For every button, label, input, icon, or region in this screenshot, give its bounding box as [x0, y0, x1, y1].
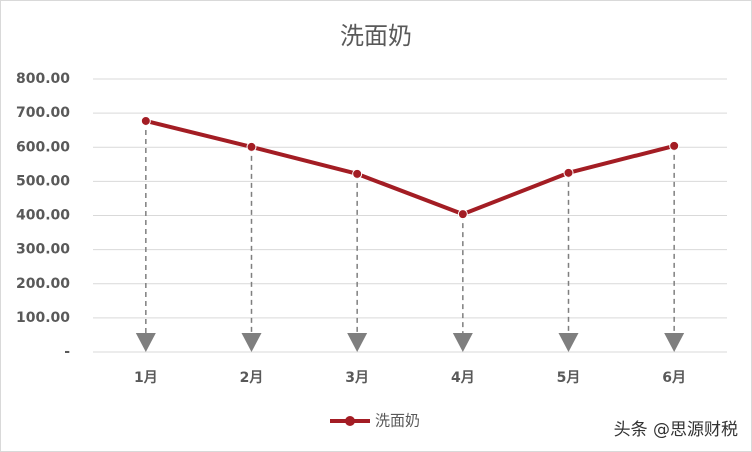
point	[140, 115, 151, 126]
point	[246, 141, 257, 152]
drop-arrow	[452, 333, 473, 352]
x-tick-label: 3月	[345, 370, 369, 386]
drop-arrow	[558, 333, 579, 352]
legend-marker	[345, 416, 355, 426]
point	[457, 209, 468, 220]
y-tick-label: 600.00	[16, 139, 70, 155]
point	[352, 168, 363, 179]
y-tick-label: 800.00	[16, 71, 70, 87]
point	[563, 167, 574, 178]
drop-arrow	[241, 333, 262, 352]
drop-arrow	[664, 333, 685, 352]
chart-title: 洗面奶	[340, 22, 412, 50]
x-tick-label: 5月	[557, 370, 581, 386]
y-tick-label: 700.00	[16, 105, 70, 121]
y-tick-label: 200.00	[16, 276, 70, 292]
drop-arrow	[347, 333, 368, 352]
y-tick-label: 100.00	[16, 310, 70, 326]
y-tick-label: 400.00	[16, 208, 70, 224]
series-line	[145, 119, 675, 217]
watermark: 头条 @思源财税	[614, 420, 738, 440]
y-tick-label: 500.00	[16, 173, 70, 189]
drop-arrow	[135, 333, 156, 352]
y-tick-label: 300.00	[16, 242, 70, 258]
y-tick-label: -	[64, 344, 70, 360]
x-tick-label: 2月	[240, 370, 264, 386]
point	[669, 140, 680, 151]
x-tick-label: 4月	[451, 370, 475, 386]
x-tick-label: 6月	[662, 370, 686, 386]
legend-label: 洗面奶	[375, 412, 420, 430]
x-tick-label: 1月	[134, 370, 158, 386]
